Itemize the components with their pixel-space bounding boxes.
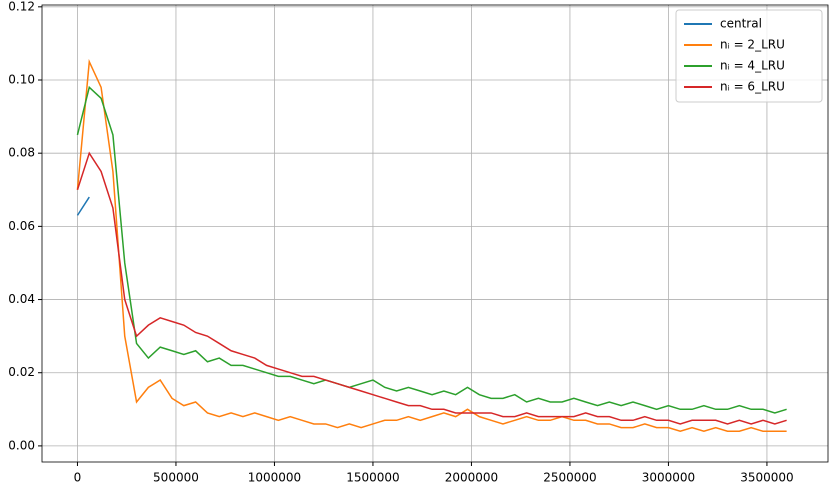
x-tick-label: 500000 bbox=[153, 471, 199, 485]
plot-frame bbox=[41, 4, 829, 463]
legend-label: nᵢ = 2_LRU bbox=[720, 38, 785, 52]
y-tick-label: 0.02 bbox=[8, 365, 35, 379]
series-line bbox=[76, 85, 787, 414]
y-tick-label: 0.06 bbox=[8, 219, 35, 233]
x-tick-label: 1500000 bbox=[346, 471, 399, 485]
legend-label: nᵢ = 6_LRU bbox=[720, 80, 785, 94]
series-line bbox=[76, 196, 90, 216]
x-tick-label: 3500000 bbox=[740, 471, 793, 485]
x-tick-label: 2500000 bbox=[543, 471, 596, 485]
series-line bbox=[76, 58, 787, 433]
y-tick-label: 0.08 bbox=[8, 146, 35, 160]
legend-box bbox=[675, 9, 823, 103]
x-tick-label: 2000000 bbox=[445, 471, 498, 485]
y-tick-label: 0.12 bbox=[8, 0, 35, 13]
y-tick-label: 0.00 bbox=[8, 438, 35, 452]
series-line bbox=[76, 151, 787, 425]
legend-label: nᵢ = 4_LRU bbox=[720, 59, 785, 73]
y-tick-label: 0.04 bbox=[8, 292, 35, 306]
x-tick-label: 1000000 bbox=[248, 471, 301, 485]
x-tick-label: 0 bbox=[74, 471, 82, 485]
legend-label: central bbox=[720, 17, 762, 31]
x-tick-label: 3000000 bbox=[642, 471, 695, 485]
y-tick-label: 0.10 bbox=[8, 73, 35, 87]
